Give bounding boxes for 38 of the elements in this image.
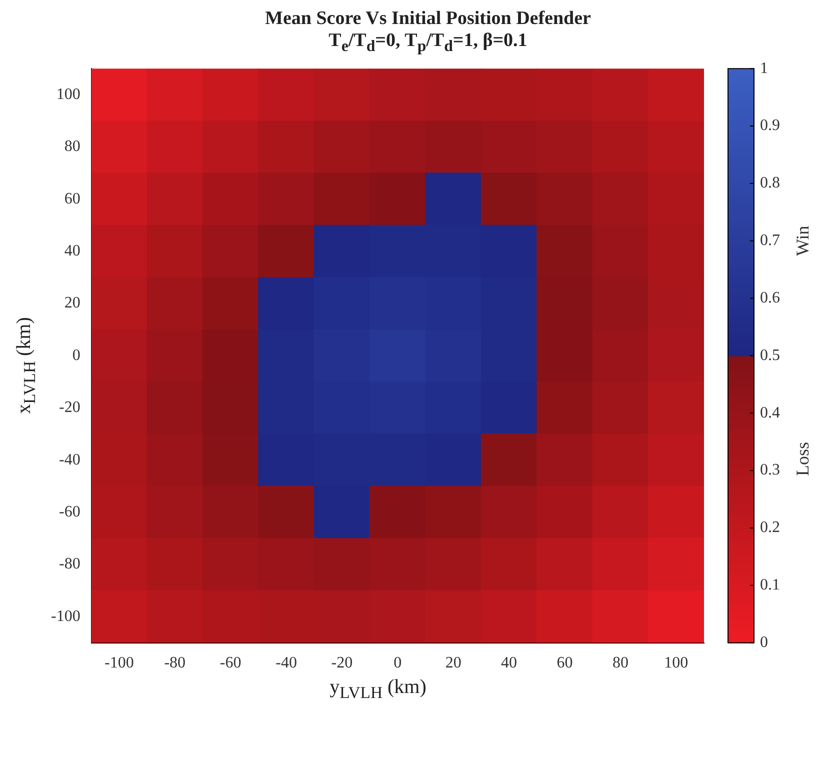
x-tick-label: -20 [331, 654, 353, 672]
y-tick-label: 100 [56, 86, 80, 103]
x-tick-label: -40 [276, 654, 297, 672]
y-tick-label: -60 [59, 503, 80, 520]
color-bar-label: 0.8 [760, 174, 780, 192]
text: T$_{e}$/T$_{d}$=0, T$_{p}$/T$_{d}$=1, β=0.1 [328, 30, 528, 55]
x-tick-label: 0 [394, 654, 402, 672]
text: Loss [792, 442, 813, 476]
x-tick-label: -60 [220, 654, 242, 672]
y-tick-label: 20 [64, 294, 80, 312]
color-bar-label: 0.9 [760, 117, 780, 134]
color-bar-label: 0.6 [760, 289, 780, 306]
color-bar-label: 0.7 [760, 232, 780, 249]
y-tick-label: -40 [59, 451, 80, 468]
color-bar-label: 0.2 [760, 518, 780, 536]
text: Win [792, 226, 813, 256]
color-bar-label: 0.4 [760, 404, 780, 422]
x-tick-label: 60 [556, 654, 573, 672]
y-tick-label: -20 [59, 398, 80, 416]
color-bar-label: 1 [760, 60, 768, 77]
color-bar-label: 0.3 [760, 462, 780, 479]
y-tick-label: 0 [72, 346, 80, 364]
x-tick-label: -80 [164, 654, 186, 672]
y-tick-label: 60 [64, 190, 80, 208]
y-tick-label: 40 [64, 242, 80, 260]
x-axis-title: y$_{LVLH}$ (km) [328, 676, 428, 703]
x-tick-label: 40 [501, 654, 518, 672]
y-tick-label: -100 [51, 608, 80, 625]
y-tick-label: -80 [59, 556, 80, 572]
x-tick-label: 80 [612, 654, 628, 672]
x-tick-label: 20 [445, 654, 462, 672]
chart-title: Mean Score Vs Initial Position Defender [264, 8, 592, 30]
color-bar-label: 0.5 [760, 346, 780, 364]
x-tick-label: 100 [664, 654, 688, 672]
color-bar-label: 0.1 [760, 576, 780, 594]
color-bar-label: 0 [760, 634, 768, 651]
y-tick-label: 80 [64, 138, 80, 155]
x-tick-label: -100 [104, 654, 134, 672]
